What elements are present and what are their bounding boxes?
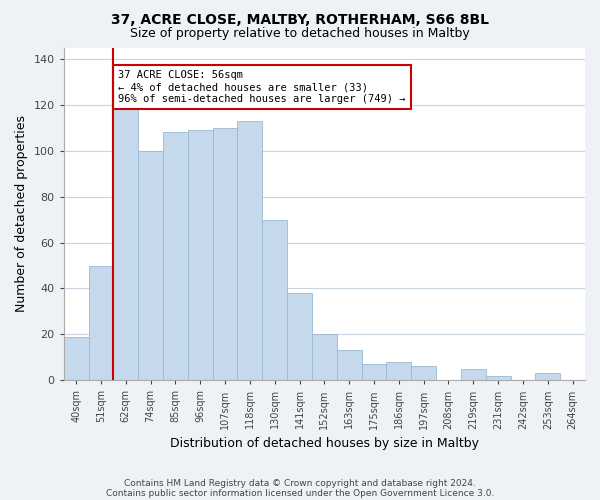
Text: 37 ACRE CLOSE: 56sqm
← 4% of detached houses are smaller (33)
96% of semi-detach: 37 ACRE CLOSE: 56sqm ← 4% of detached ho… xyxy=(118,70,406,104)
Bar xyxy=(113,110,138,380)
Bar xyxy=(89,266,113,380)
Text: Size of property relative to detached houses in Maltby: Size of property relative to detached ho… xyxy=(130,28,470,40)
Bar xyxy=(535,374,560,380)
Bar xyxy=(486,376,511,380)
Bar xyxy=(337,350,362,380)
Text: 37, ACRE CLOSE, MALTBY, ROTHERHAM, S66 8BL: 37, ACRE CLOSE, MALTBY, ROTHERHAM, S66 8… xyxy=(111,12,489,26)
Bar xyxy=(411,366,436,380)
Bar xyxy=(461,369,486,380)
Bar xyxy=(386,362,411,380)
Bar xyxy=(138,151,163,380)
Bar xyxy=(262,220,287,380)
Bar xyxy=(188,130,212,380)
Bar xyxy=(212,128,238,380)
Bar xyxy=(163,132,188,380)
Y-axis label: Number of detached properties: Number of detached properties xyxy=(15,116,28,312)
Text: Contains HM Land Registry data © Crown copyright and database right 2024.: Contains HM Land Registry data © Crown c… xyxy=(124,478,476,488)
Text: Contains public sector information licensed under the Open Government Licence 3.: Contains public sector information licen… xyxy=(106,488,494,498)
X-axis label: Distribution of detached houses by size in Maltby: Distribution of detached houses by size … xyxy=(170,437,479,450)
Bar xyxy=(238,121,262,380)
Bar xyxy=(362,364,386,380)
Bar xyxy=(64,336,89,380)
Bar xyxy=(312,334,337,380)
Bar xyxy=(287,293,312,380)
